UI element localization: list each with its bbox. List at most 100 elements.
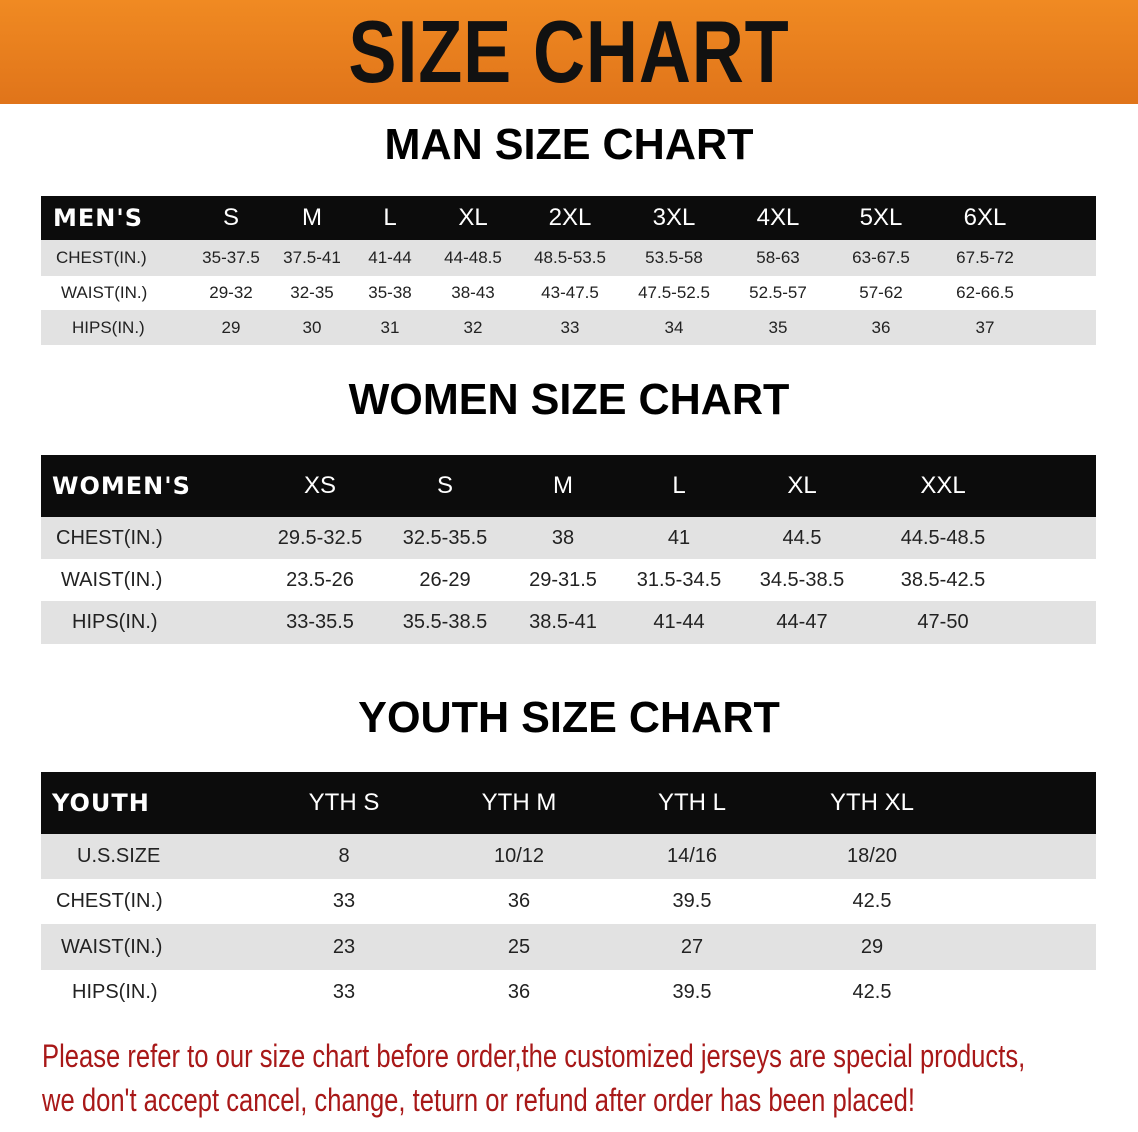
measurement-value: 48.5-53.5	[534, 248, 606, 267]
size-column-header: M	[302, 204, 322, 231]
table-row: HIPS(IN.) 29 30 31 32 33 34 35 36 37	[41, 310, 1096, 345]
size-column-header: 6XL	[963, 204, 1007, 231]
measurement-value: 38	[551, 527, 575, 549]
men-size-table: MEN'S S M L XL 2XL 3XL 4XL 5XL 6XL CHEST(IN.) 35-37…	[41, 196, 1096, 345]
men-section-title: MAN SIZE CHART	[384, 120, 754, 169]
measurement-value: 53.5-58	[645, 248, 703, 267]
size-column-header: S	[222, 204, 240, 231]
measurement-value: 38-43	[451, 283, 495, 302]
measurement-value: 44-47	[776, 611, 828, 633]
measurement-value: 41-44	[368, 248, 412, 267]
women-size-table: WOMEN'S XS S M L XL XXL CHEST(IN.) 29.5-32.5 32.5…	[41, 455, 1096, 644]
measurement-value: 35-37.5	[202, 248, 260, 267]
notice-line-1: Please refer to our size chart before or…	[42, 1038, 1026, 1074]
size-column-header: 4XL	[756, 204, 800, 231]
measurement-value: 39.5	[672, 890, 712, 912]
youth-size-table: YOUTH YTH S YTH M YTH L YTH XL U.S.SIZE 8 10/12…	[41, 772, 1096, 1015]
table-row: CHEST(IN.) 35-37.5 37.5-41 41-44 44-48.5 48.5…	[41, 240, 1096, 276]
measurement-value: 52.5-57	[749, 283, 807, 302]
measurement-value: 42.5	[852, 981, 892, 1003]
measurement-label: HIPS(IN.)	[72, 611, 158, 633]
size-column-header: 3XL	[652, 204, 696, 231]
measurement-value: 33	[332, 981, 356, 1003]
table-row: WAIST(IN.) 23.5-26 26-29 29-31.5 31.5-34.5 34…	[41, 559, 1096, 601]
size-column-header: YTH XL	[829, 789, 915, 816]
measurement-value: 29	[860, 936, 884, 958]
measurement-value: 47-50	[917, 611, 969, 633]
measurement-value: 30	[302, 318, 322, 337]
measurement-value: 44.5-48.5	[900, 527, 986, 549]
size-column-header: 5XL	[859, 204, 903, 231]
measurement-label: WAIST(IN.)	[61, 936, 163, 958]
measurement-value: 33	[332, 890, 356, 912]
measurement-value: 32.5-35.5	[402, 527, 488, 549]
measurement-value: 34	[664, 318, 684, 337]
table-header-row: MEN'S S M L XL 2XL 3XL 4XL 5XL 6XL	[41, 196, 1096, 240]
banner: SIZE CHART	[0, 0, 1138, 104]
table-row: HIPS(IN.) 33-35.5 35.5-38.5 38.5-41 41-44 44-…	[41, 601, 1096, 644]
measurement-value: 58-63	[756, 248, 800, 267]
measurement-value: 29	[221, 318, 241, 337]
measurement-value: 23	[332, 936, 356, 958]
size-column-header: XL	[787, 472, 817, 499]
size-column-header: XL	[458, 204, 488, 231]
measurement-value: 14/16	[666, 845, 718, 867]
row-header-label: MEN'S	[53, 204, 143, 232]
measurement-label: WAIST(IN.)	[61, 569, 163, 591]
row-header-label: WOMEN'S	[52, 472, 191, 500]
measurement-value: 37.5-41	[283, 248, 341, 267]
measurement-value: 33	[560, 318, 580, 337]
size-column-header: XS	[303, 472, 337, 499]
size-column-header: XXL	[920, 472, 966, 499]
table-row: U.S.SIZE 8 10/12 14/16 18/20	[41, 834, 1096, 879]
measurement-value: 29.5-32.5	[277, 527, 363, 549]
measurement-value: 67.5-72	[956, 248, 1014, 267]
measurement-label: U.S.SIZE	[77, 845, 161, 867]
measurement-value: 42.5	[852, 890, 892, 912]
measurement-value: 35	[768, 318, 788, 337]
table-header-row: YOUTH YTH S YTH M YTH L YTH XL	[41, 772, 1096, 834]
youth-section-title: YOUTH SIZE CHART	[358, 693, 780, 742]
measurement-value: 37	[975, 318, 995, 337]
size-column-header: S	[436, 472, 454, 499]
measurement-value: 31	[380, 318, 400, 337]
measurement-label: HIPS(IN.)	[72, 981, 158, 1003]
measurement-value: 29-31.5	[529, 569, 597, 591]
measurement-value: 29-32	[209, 283, 253, 302]
measurement-value: 62-66.5	[956, 283, 1014, 302]
measurement-value: 8	[338, 845, 350, 867]
measurement-value: 10/12	[493, 845, 545, 867]
measurement-label: WAIST(IN.)	[61, 283, 148, 302]
row-header-label: YOUTH	[52, 789, 150, 817]
measurement-value: 33-35.5	[286, 611, 354, 633]
measurement-value: 38.5-41	[529, 611, 597, 633]
size-column-header: YTH S	[308, 789, 380, 816]
notice-line-2: we don't accept cancel, change, teturn o…	[42, 1082, 915, 1118]
measurement-value: 41-44	[653, 611, 705, 633]
measurement-label: CHEST(IN.)	[56, 248, 147, 267]
measurement-label: HIPS(IN.)	[72, 318, 145, 337]
size-column-header: YTH M	[481, 789, 557, 816]
measurement-value: 38.5-42.5	[900, 569, 986, 591]
measurement-value: 32-35	[290, 283, 334, 302]
measurement-value: 36	[507, 981, 531, 1003]
measurement-value: 35.5-38.5	[402, 611, 488, 633]
measurement-value: 34.5-38.5	[759, 569, 845, 591]
table-header-row: WOMEN'S XS S M L XL XXL	[41, 455, 1096, 517]
measurement-value: 18/20	[846, 845, 898, 867]
measurement-value: 32	[463, 318, 483, 337]
measurement-value: 26-29	[419, 569, 471, 591]
measurement-value: 27	[680, 936, 704, 958]
table-row: CHEST(IN.) 29.5-32.5 32.5-35.5 38 41 44.5 44.5…	[41, 517, 1096, 559]
size-column-header: L	[672, 472, 686, 499]
size-column-header: 2XL	[548, 204, 592, 231]
measurement-value: 44-48.5	[444, 248, 502, 267]
measurement-value: 25	[507, 936, 531, 958]
measurement-value: 35-38	[368, 283, 412, 302]
measurement-label: CHEST(IN.)	[56, 890, 163, 912]
measurement-value: 57-62	[859, 283, 903, 302]
measurement-value: 36	[507, 890, 531, 912]
table-row: WAIST(IN.) 29-32 32-35 35-38 38-43 43-47.5 47.…	[41, 276, 1096, 310]
measurement-value: 36	[871, 318, 891, 337]
measurement-value: 23.5-26	[286, 569, 354, 591]
